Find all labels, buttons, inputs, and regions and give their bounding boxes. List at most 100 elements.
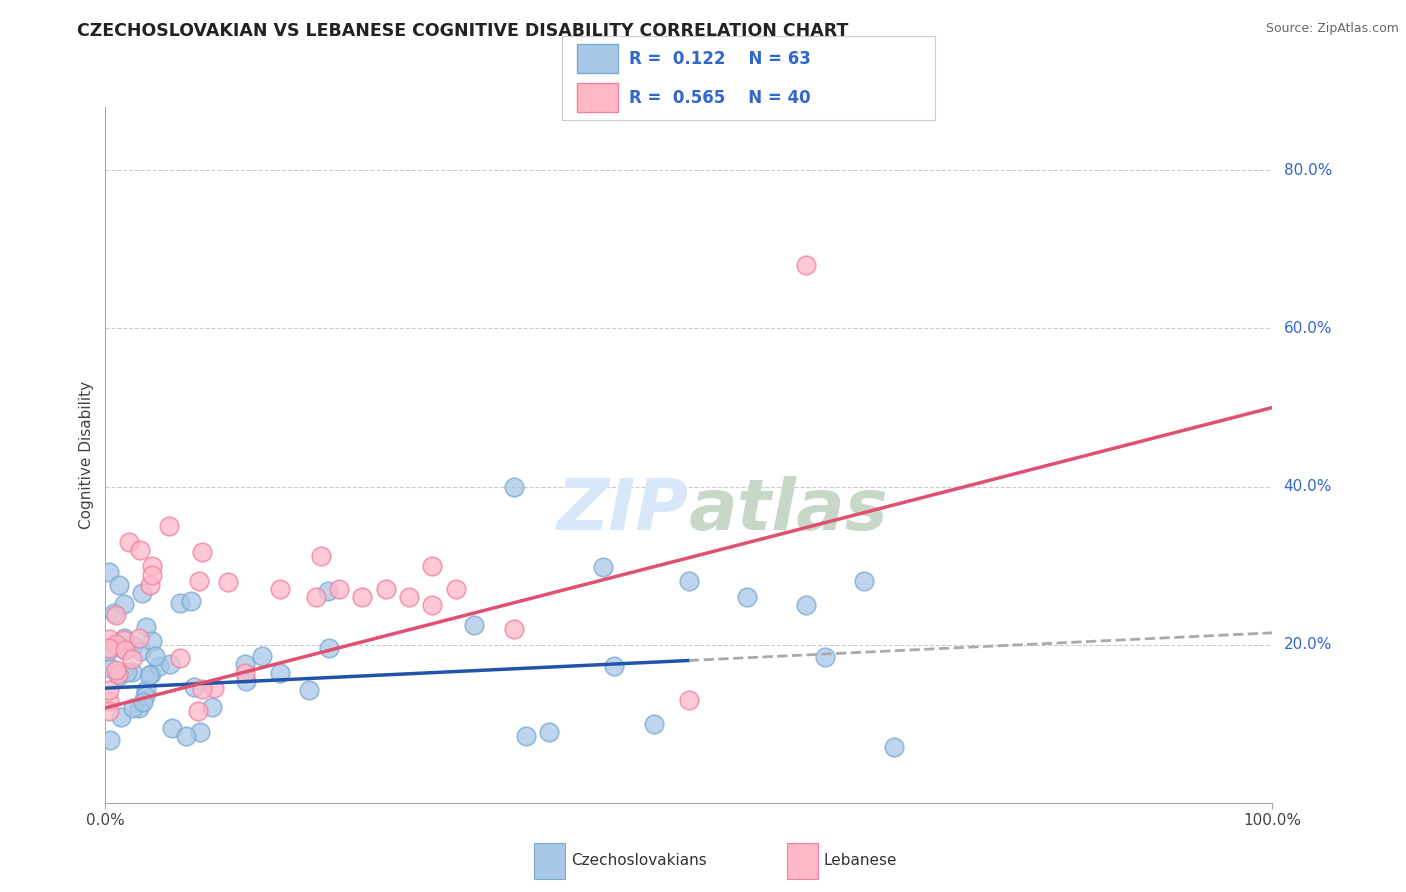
- Point: [235, 657, 257, 672]
- Text: CZECHOSLOVAKIAN VS LEBANESE COGNITIVE DISABILITY CORRELATION CHART: CZECHOSLOVAKIAN VS LEBANESE COGNITIVE DI…: [77, 22, 849, 40]
- Point: [129, 542, 152, 557]
- Point: [105, 607, 128, 622]
- Point: [737, 591, 759, 605]
- Point: [463, 618, 485, 632]
- Point: [298, 683, 321, 698]
- Point: [141, 558, 163, 573]
- Point: [160, 721, 183, 735]
- Point: [108, 578, 131, 592]
- Point: [159, 657, 181, 672]
- Point: [114, 643, 136, 657]
- Text: 20.0%: 20.0%: [1284, 637, 1331, 652]
- Text: Source: ZipAtlas.com: Source: ZipAtlas.com: [1265, 22, 1399, 36]
- Text: Czechoslovakians: Czechoslovakians: [571, 854, 707, 868]
- Point: [97, 640, 120, 655]
- Point: [794, 258, 817, 272]
- Point: [190, 724, 212, 739]
- Point: [176, 729, 198, 743]
- Point: [202, 681, 225, 696]
- Point: [304, 591, 326, 605]
- Point: [235, 674, 257, 689]
- Point: [352, 591, 374, 605]
- Point: [135, 683, 157, 698]
- Point: [180, 594, 202, 608]
- Point: [139, 578, 162, 592]
- Text: ZIP: ZIP: [557, 475, 689, 545]
- Point: [420, 558, 443, 573]
- Point: [112, 632, 135, 647]
- Point: [104, 664, 127, 678]
- Point: [169, 651, 191, 665]
- Point: [97, 683, 120, 698]
- Point: [134, 689, 156, 703]
- Text: Lebanese: Lebanese: [824, 854, 897, 868]
- Point: [316, 583, 339, 598]
- Point: [97, 643, 120, 657]
- Point: [128, 632, 150, 646]
- Point: [97, 632, 120, 646]
- Point: [398, 591, 420, 605]
- Point: [169, 596, 191, 610]
- Text: R =  0.565    N = 40: R = 0.565 N = 40: [630, 88, 811, 106]
- Point: [183, 680, 205, 694]
- Point: [139, 666, 162, 681]
- Text: 60.0%: 60.0%: [1284, 321, 1331, 336]
- Point: [112, 631, 135, 645]
- Point: [114, 642, 136, 657]
- Point: [98, 732, 121, 747]
- Point: [148, 658, 170, 673]
- Point: [883, 740, 905, 755]
- Point: [121, 665, 143, 680]
- Point: [129, 644, 152, 658]
- Point: [112, 597, 135, 611]
- Point: [250, 649, 273, 664]
- Point: [374, 582, 396, 597]
- Point: [269, 582, 292, 597]
- Point: [118, 535, 141, 549]
- Point: [128, 701, 150, 715]
- Point: [187, 574, 209, 589]
- Point: [108, 668, 131, 682]
- Point: [135, 620, 157, 634]
- Point: [143, 649, 166, 664]
- Point: [187, 704, 209, 718]
- Text: R =  0.122    N = 63: R = 0.122 N = 63: [630, 50, 811, 68]
- Point: [121, 700, 143, 714]
- Point: [105, 637, 128, 651]
- Point: [318, 641, 340, 656]
- Point: [122, 638, 145, 652]
- Point: [138, 668, 160, 682]
- Point: [537, 724, 560, 739]
- Point: [103, 607, 125, 621]
- Point: [678, 693, 700, 707]
- Point: [814, 650, 837, 665]
- Point: [141, 568, 163, 582]
- Point: [107, 667, 129, 681]
- Point: [98, 565, 121, 579]
- Bar: [578, 83, 619, 112]
- Point: [602, 659, 624, 673]
- Point: [502, 479, 524, 493]
- Point: [235, 666, 257, 681]
- Bar: [578, 44, 619, 73]
- Point: [515, 729, 537, 743]
- Point: [117, 665, 139, 679]
- Text: atlas: atlas: [689, 475, 889, 545]
- Point: [132, 695, 155, 709]
- Point: [110, 710, 132, 724]
- Point: [309, 549, 332, 564]
- Y-axis label: Cognitive Disability: Cognitive Disability: [79, 381, 94, 529]
- Point: [420, 598, 443, 612]
- Point: [98, 704, 121, 718]
- Point: [328, 582, 350, 597]
- Point: [269, 665, 291, 680]
- Text: 40.0%: 40.0%: [1284, 479, 1331, 494]
- Text: 80.0%: 80.0%: [1284, 163, 1331, 178]
- Point: [201, 700, 224, 714]
- Point: [592, 560, 614, 574]
- Point: [157, 519, 180, 533]
- Point: [643, 716, 665, 731]
- Point: [141, 633, 163, 648]
- Point: [121, 652, 143, 666]
- Point: [678, 574, 700, 589]
